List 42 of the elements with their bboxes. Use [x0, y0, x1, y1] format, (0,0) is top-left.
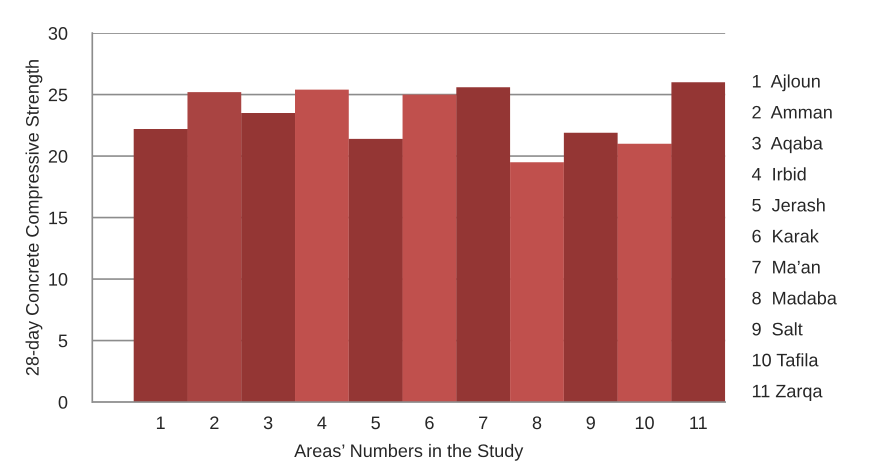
bar — [564, 132, 618, 402]
x-tick-label: 9 — [586, 416, 595, 430]
text: 10 Tafila — [752, 353, 818, 366]
bar — [618, 144, 672, 402]
bar — [671, 82, 726, 402]
y-tick-label: 10 — [49, 273, 68, 286]
text: 4 Irbid — [752, 167, 806, 181]
text: 7 Ma’an — [752, 260, 820, 274]
bar — [187, 92, 242, 402]
text: 11 Zarqa — [752, 384, 822, 402]
bar — [241, 113, 296, 402]
x-tick-label: 11 — [690, 416, 707, 430]
text: 1 Ajloun — [752, 74, 820, 92]
bar — [134, 129, 188, 402]
bar — [295, 90, 349, 402]
x-tick-label: 6 — [425, 416, 434, 430]
text: 2 Amman — [752, 106, 832, 119]
x-tick-label: 10 — [636, 416, 654, 430]
x-tick-label: 2 — [210, 416, 218, 430]
bar — [348, 138, 403, 402]
text: 8 Madaba — [752, 291, 837, 304]
y-tick-label: 25 — [48, 88, 68, 102]
x-tick-label: 3 — [264, 416, 272, 430]
x-tick-label: 7 — [479, 416, 488, 430]
text: 9 Salt — [752, 322, 803, 336]
x-tick-label: 8 — [532, 416, 542, 430]
x-tick-label: 5 — [371, 416, 380, 430]
text: 3 Aqaba — [752, 136, 823, 154]
bar — [402, 94, 456, 402]
x-tick-label: 1 — [156, 416, 165, 430]
bar — [510, 162, 564, 402]
y-tick-label: 15 — [49, 212, 68, 224]
text: 6 Karak — [752, 229, 819, 243]
y-tick-label: 30 — [48, 27, 68, 40]
text: 5 Jerash — [752, 198, 825, 212]
y-axis-title: 28-day Concrete Compressive Strength — [26, 60, 42, 376]
y-tick-label: 20 — [48, 150, 68, 163]
x-tick-label: 4 — [317, 416, 326, 430]
bar — [456, 87, 510, 402]
x-axis-title: Areas’ Numbers in the Study — [294, 444, 524, 461]
y-tick-label: 5 — [58, 334, 68, 348]
y-tick-label: 0 — [58, 396, 68, 409]
